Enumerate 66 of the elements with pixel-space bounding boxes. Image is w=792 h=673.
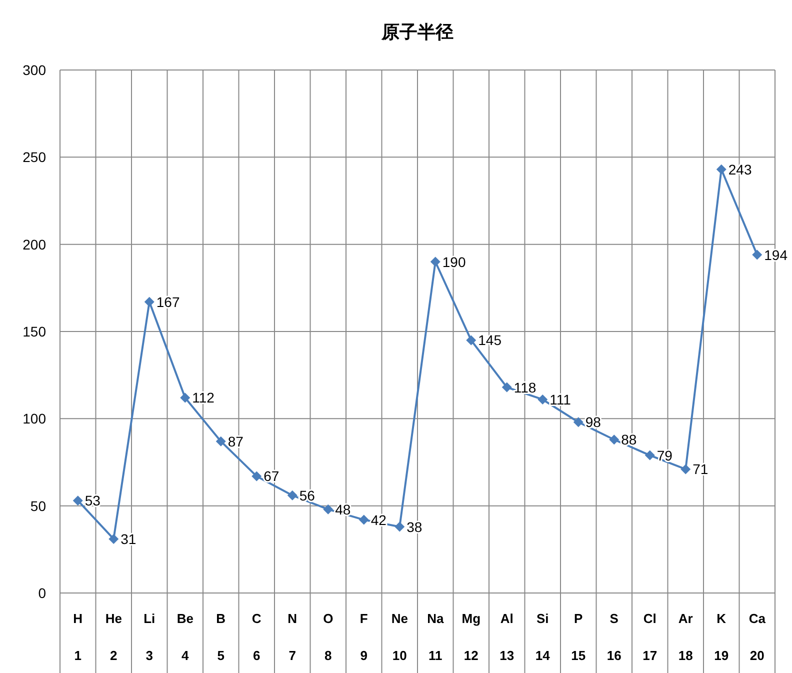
y-tick-label: 200 <box>22 236 46 252</box>
category-label: Ar 18 <box>678 611 693 663</box>
category-label: Li 3 <box>144 611 156 663</box>
category-label: Ne 10 <box>391 611 408 663</box>
point <box>716 164 726 174</box>
y-tick-label: 250 <box>22 149 46 166</box>
data-label: 112 <box>192 390 215 406</box>
point <box>752 250 762 260</box>
point <box>644 450 655 460</box>
category-label: F 9 <box>360 611 368 663</box>
data-label: 98 <box>585 414 602 430</box>
data-label: 194 <box>764 246 788 263</box>
point <box>108 534 119 544</box>
category-label: K 19 <box>714 611 729 663</box>
category-label: H 1 <box>73 611 83 663</box>
point <box>216 436 226 446</box>
point <box>394 522 405 532</box>
category-label: Be 4 <box>176 611 194 663</box>
category-label: Al 13 <box>500 611 514 663</box>
chart-title: 原子半径 <box>380 22 454 42</box>
y-tick-label: 0 <box>38 585 46 601</box>
point <box>609 434 620 445</box>
point <box>252 471 262 482</box>
y-tick-label: 50 <box>30 498 46 514</box>
data-label: 87 <box>228 433 244 450</box>
y-tick-label: 100 <box>22 410 46 427</box>
data-label: 190 <box>442 254 466 270</box>
data-label: 71 <box>692 461 708 478</box>
data-label: 111 <box>550 391 572 408</box>
category-label: P 15 <box>571 611 586 663</box>
data-label: 31 <box>120 530 136 547</box>
data-label: 167 <box>156 294 180 310</box>
data-label: 53 <box>84 492 101 509</box>
category-label: Ca 20 <box>748 611 766 663</box>
point <box>358 514 369 525</box>
point <box>430 256 440 267</box>
category-label: N 7 <box>288 611 298 663</box>
data-label: 88 <box>621 432 637 448</box>
y-tick-label: 300 <box>22 62 46 78</box>
category-label: Mg 12 <box>462 611 481 663</box>
category-label: Na 11 <box>427 611 444 663</box>
point <box>680 464 691 474</box>
data-label: 56 <box>299 487 316 504</box>
point <box>287 490 298 500</box>
category-label: C 6 <box>252 611 262 663</box>
point <box>180 392 190 403</box>
point <box>466 335 476 346</box>
category-label: He 2 <box>105 611 122 663</box>
point <box>144 296 154 307</box>
data-label: 118 <box>514 379 536 396</box>
category-label: Cl 17 <box>642 611 658 663</box>
point <box>538 394 548 404</box>
category-label: O 8 <box>323 611 334 663</box>
point <box>502 382 512 392</box>
data-label: 67 <box>264 468 280 484</box>
category-label: Si 14 <box>535 611 550 663</box>
y-tick-label: 150 <box>22 324 46 340</box>
category-label: S 16 <box>606 611 622 663</box>
data-label: 243 <box>728 161 752 178</box>
data-label: 79 <box>656 447 673 464</box>
point <box>72 496 83 506</box>
category-label: B 5 <box>216 611 226 663</box>
data-label: 38 <box>406 518 422 535</box>
point <box>573 417 584 428</box>
point <box>323 504 334 514</box>
data-label: 145 <box>478 332 502 348</box>
